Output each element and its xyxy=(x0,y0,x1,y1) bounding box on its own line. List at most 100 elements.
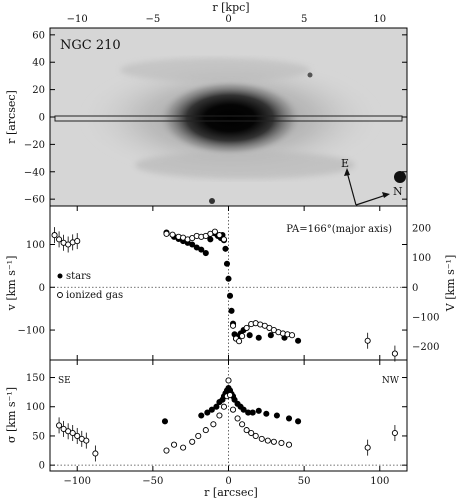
y-tick-label: 100 xyxy=(26,240,45,251)
dispersion-ylabel: σ [km s⁻¹] xyxy=(5,387,18,443)
gas-point xyxy=(391,429,398,437)
slit xyxy=(54,115,403,122)
gas-point xyxy=(252,432,259,439)
image-y-tick-label: 40 xyxy=(32,58,45,69)
gas-point xyxy=(56,422,63,429)
right-tick-label: −200 xyxy=(412,342,439,353)
bottom-tick-labels: −100 −50 0 50 100 xyxy=(63,476,389,487)
gas-point xyxy=(211,228,218,235)
gas-point xyxy=(74,238,81,245)
gas-point xyxy=(195,432,202,439)
gas-point xyxy=(288,332,296,339)
gas-point xyxy=(51,232,58,239)
side-label-right: NW xyxy=(382,376,400,386)
legend: stars ionized gas xyxy=(57,271,123,301)
stars-point xyxy=(225,275,232,282)
stars-point xyxy=(249,409,256,416)
gas-point xyxy=(216,232,223,239)
y-tick-label: −100 xyxy=(18,326,45,337)
y-tick-label: 150 xyxy=(26,373,45,384)
gas-point xyxy=(56,236,63,243)
stars-point xyxy=(231,396,238,403)
gas-point xyxy=(163,447,170,454)
gas-point xyxy=(285,441,293,448)
stars-point xyxy=(208,406,215,413)
gas-point xyxy=(364,337,371,344)
right-tick-label: 200 xyxy=(412,223,431,234)
stars-point xyxy=(285,415,293,422)
gas-point xyxy=(229,322,237,329)
image-y-tick-label: 60 xyxy=(32,30,45,41)
stars-point xyxy=(255,407,262,414)
gas-point xyxy=(391,350,398,357)
gas-point xyxy=(239,332,246,340)
velocity-ylabel-right: V [km s⁻¹] xyxy=(444,255,457,312)
gas-point xyxy=(364,444,371,451)
gas-point xyxy=(234,415,241,422)
bottom-tick-label: −50 xyxy=(142,476,163,487)
image-y-tick-labels: 60 40 20 0 −20 −40 −60 xyxy=(24,30,407,206)
stars-point xyxy=(255,334,262,341)
gas-point xyxy=(69,429,76,437)
stars-point xyxy=(295,337,302,344)
top-tick-label: 10 xyxy=(373,14,386,25)
gas-point xyxy=(92,450,99,457)
gas-point xyxy=(229,406,237,413)
stars-point xyxy=(202,250,209,257)
field-star xyxy=(394,171,406,183)
gas-point xyxy=(220,403,228,410)
stars-point xyxy=(207,236,214,243)
bottom-axis-label: r [arcsec] xyxy=(204,486,258,499)
spiral-arm-upper xyxy=(120,58,310,82)
compass-north: N xyxy=(393,185,403,198)
velocity-panel: PA=166°(major axis) stars ionized gas v … xyxy=(5,205,457,362)
gas-point xyxy=(236,338,243,345)
galaxy-label: NGC 210 xyxy=(60,38,121,53)
top-axis-label: r [kpc] xyxy=(212,1,249,14)
image-ylabel: r [arcsec] xyxy=(5,90,18,144)
top-tick-label: 5 xyxy=(301,14,307,25)
image-panel: NGC 210 E N r [arcsec] 60 40 20 0 −20 −40 −60 xyxy=(5,27,408,207)
stars-point xyxy=(273,412,280,419)
compass: E N xyxy=(341,157,403,206)
gas-point xyxy=(210,421,217,428)
gas-point xyxy=(163,230,170,237)
stars-point xyxy=(189,241,196,248)
gas-point xyxy=(264,437,271,444)
y-tick-label: 0 xyxy=(39,283,45,294)
stars-point xyxy=(213,403,220,410)
stars-point xyxy=(161,418,169,425)
gas-point xyxy=(239,421,246,428)
gas-point xyxy=(258,435,265,442)
bottom-tick-label: 100 xyxy=(370,476,389,487)
legend-stars-label: stars xyxy=(66,271,91,282)
stars-point xyxy=(228,307,235,314)
gas-point xyxy=(248,429,255,437)
gas-point xyxy=(226,392,234,399)
stars-point xyxy=(223,260,231,267)
galaxy-bulge xyxy=(158,80,302,156)
gas-point xyxy=(180,444,187,451)
legend-gas-marker xyxy=(57,292,63,298)
stars-point xyxy=(222,245,229,252)
bottom-tick-label: 50 xyxy=(298,476,311,487)
y-tick-label: 50 xyxy=(32,431,45,442)
right-tick-label: 100 xyxy=(412,253,431,264)
image-y-tick-label: 20 xyxy=(32,85,45,96)
dispersion-frame xyxy=(49,359,408,472)
stars-point xyxy=(240,406,247,413)
gas-point xyxy=(202,427,209,434)
image-y-tick-label: −20 xyxy=(24,140,45,151)
dispersion-panel: SE NW σ [km s⁻¹] 0 50 100 150 xyxy=(5,359,408,472)
y-tick-label: 100 xyxy=(26,402,45,413)
gas-point xyxy=(83,437,90,444)
stars-point xyxy=(226,292,234,299)
gas-point xyxy=(170,441,178,448)
bottom-tick-label: −100 xyxy=(63,476,90,487)
top-tick-label: −5 xyxy=(145,14,160,25)
top-tick-label: 0 xyxy=(225,14,231,25)
field-star xyxy=(209,198,215,204)
field-star xyxy=(307,72,313,78)
stars-point xyxy=(198,246,205,253)
gas-point xyxy=(216,412,223,419)
